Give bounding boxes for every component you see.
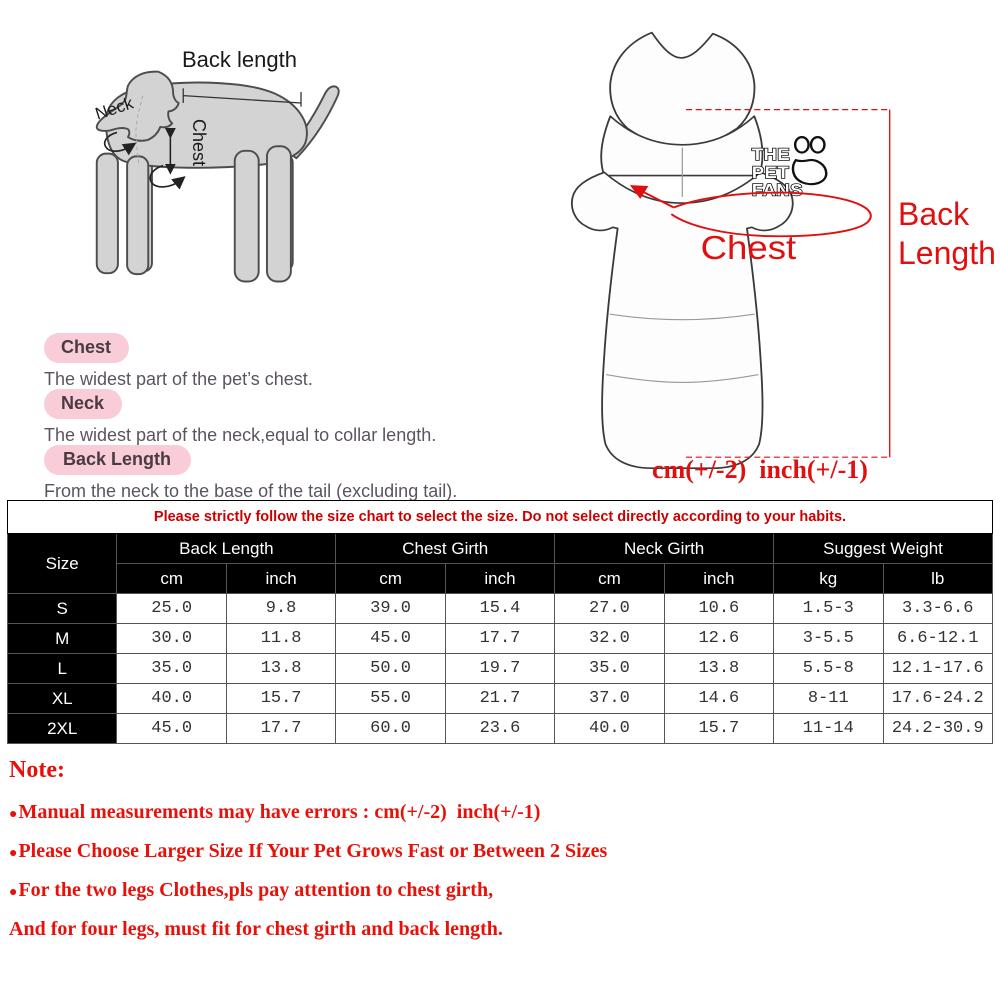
svg-text:PET: PET: [752, 163, 789, 182]
svg-text:FANS: FANS: [752, 180, 803, 199]
svg-text:THE: THE: [752, 145, 790, 164]
svg-text:Chest: Chest: [701, 230, 797, 267]
